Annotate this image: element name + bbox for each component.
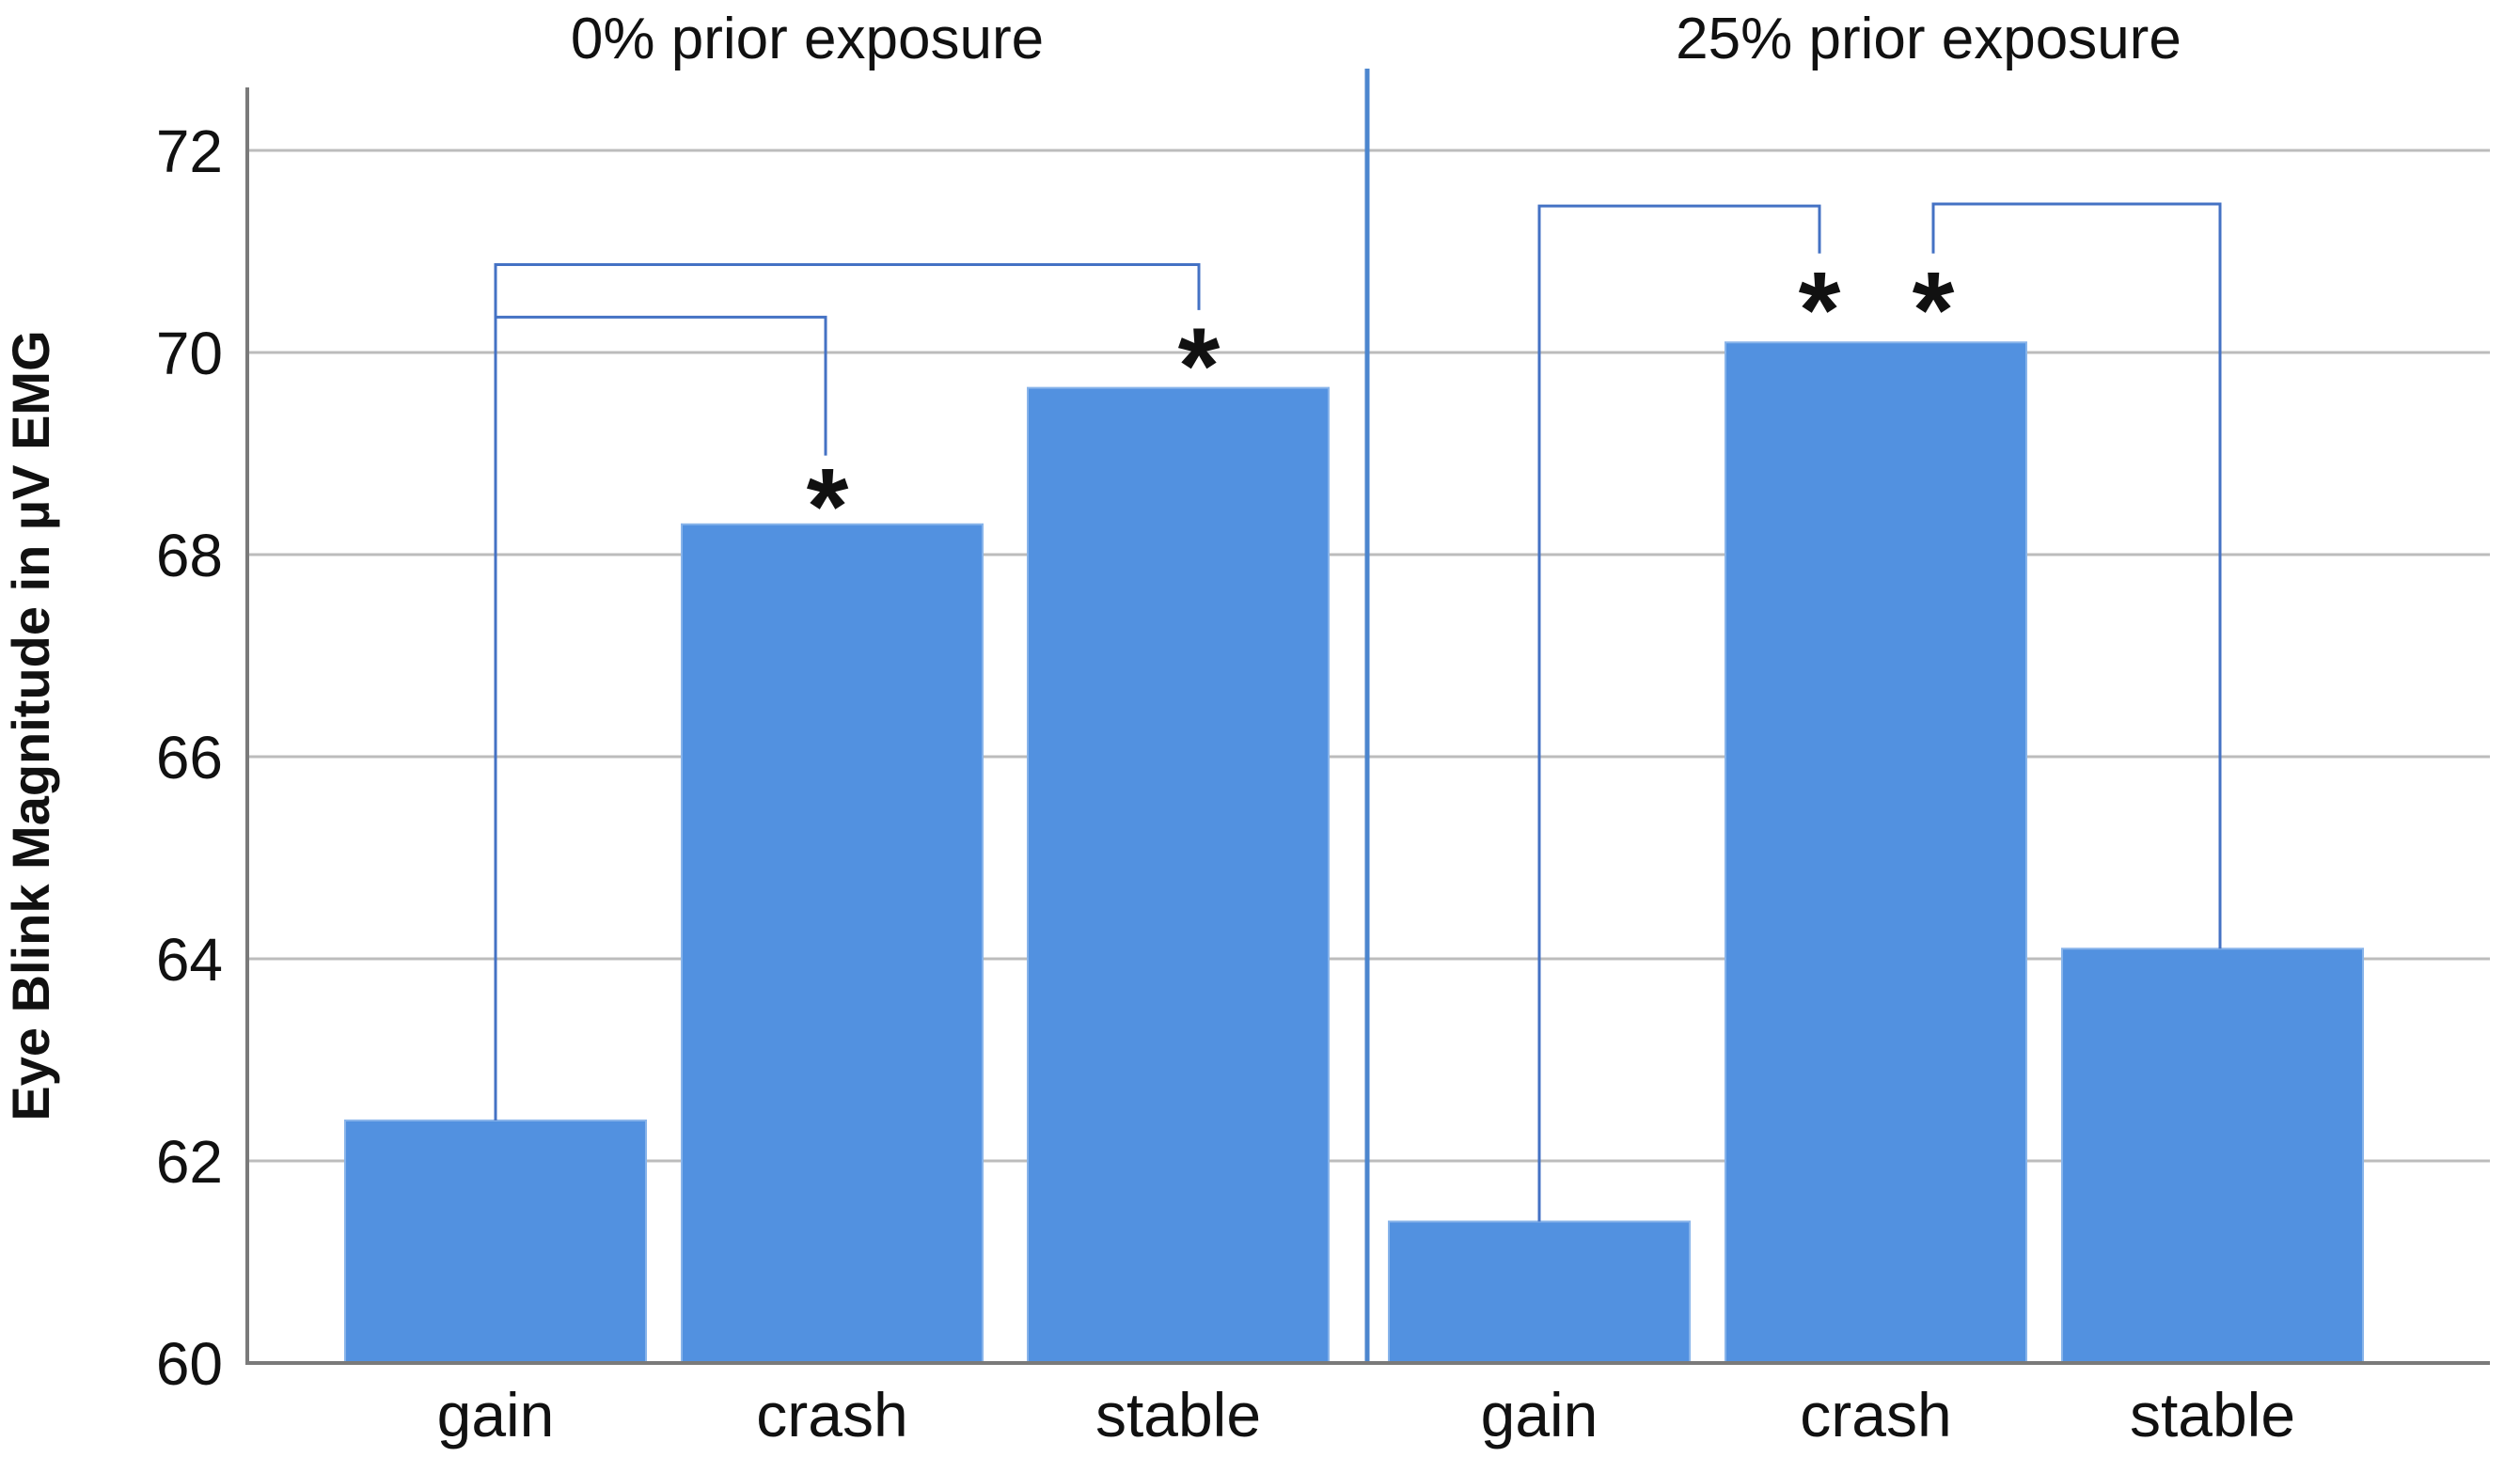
x-category-label-0-stable: stable (1095, 1380, 1261, 1449)
bar-0-gain (344, 1120, 647, 1364)
significance-asterisk-2: * (1799, 251, 1841, 371)
y-tick-label-72: 72 (156, 118, 223, 185)
y-tick-label-62: 62 (156, 1128, 223, 1196)
facet-title-0: 0% prior exposure (571, 7, 1044, 71)
facet-title-1: 25% prior exposure (1676, 7, 2181, 71)
significance-bracket-1 (494, 315, 827, 1120)
significance-asterisk-1: * (1178, 306, 1221, 427)
y-tick-label-60: 60 (156, 1330, 223, 1398)
x-category-label-0-gain: gain (437, 1380, 555, 1449)
x-category-label-1-crash: crash (1800, 1380, 1951, 1449)
bar-1-gain (1388, 1220, 1691, 1364)
y-axis-title: Eye Blink Magnitude in µV EMG (1, 330, 60, 1120)
y-tick-label-66: 66 (156, 724, 223, 791)
significance-asterisk-3: * (1913, 251, 1955, 371)
significance-bracket-2 (1537, 204, 1821, 1222)
y-tick-label-64: 64 (156, 926, 223, 994)
y-tick-label-68: 68 (156, 522, 223, 589)
x-category-label-1-stable: stable (2130, 1380, 2295, 1449)
x-category-label-1-gain: gain (1481, 1380, 1599, 1449)
significance-bracket-3 (1931, 202, 2222, 949)
bar-0-crash (681, 523, 984, 1364)
bar-1-stable (2061, 948, 2364, 1364)
x-category-label-0-crash: crash (756, 1380, 907, 1449)
significance-asterisk-0: * (807, 446, 849, 567)
bar-0-stable (1027, 386, 1330, 1364)
bar-1-crash (1725, 341, 2027, 1364)
y-tick-label-70: 70 (156, 320, 223, 387)
